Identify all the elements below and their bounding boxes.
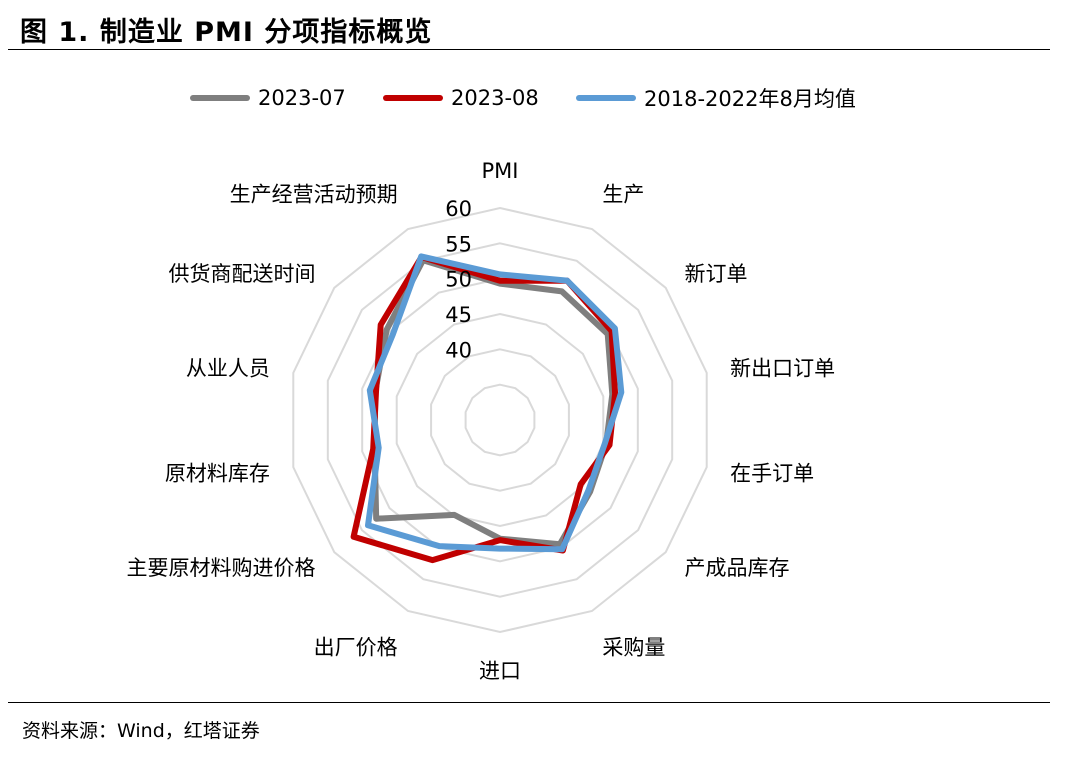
legend-swatch-5yr-average <box>576 95 636 101</box>
axis-label-12: 供货商配送时间 <box>169 262 316 286</box>
axis-label-3: 新出口订单 <box>730 357 835 381</box>
axis-label-6: 采购量 <box>602 636 665 660</box>
grid-ring-60 <box>292 206 708 634</box>
tick-label-55: 55 <box>445 232 472 256</box>
tick-label-60: 60 <box>445 197 472 221</box>
axis-label-4: 在手订单 <box>730 462 814 486</box>
grid-ring-55 <box>326 242 674 598</box>
radar-tick-labels: 40 45 50 55 60 <box>445 197 472 362</box>
legend-item-5yr-average: 2018-2022年8月均值 <box>576 83 856 113</box>
legend-label-2023-08: 2023-08 <box>451 86 539 110</box>
chart-legend: 2023-07 2023-08 2018-2022年8月均值 <box>0 83 1080 113</box>
page-title: 图 1. 制造业 PMI 分项指标概览 <box>20 17 433 48</box>
tick-label-50: 50 <box>445 268 472 292</box>
axis-label-2: 新订单 <box>685 262 748 286</box>
axis-label-5: 产成品库存 <box>685 556 790 580</box>
header-divider <box>8 49 1050 50</box>
axis-label-9: 主要原材料购进价格 <box>127 556 316 580</box>
axis-label-0: PMI <box>482 159 519 183</box>
grid-ring-35 <box>464 383 536 457</box>
legend-label-5yr-average: 2018-2022年8月均值 <box>644 87 856 111</box>
source-note: 资料来源：Wind，红塔证券 <box>22 720 260 742</box>
legend-swatch-2023-07 <box>190 95 250 101</box>
tick-label-40: 40 <box>445 338 472 362</box>
series-line-1 <box>350 254 619 564</box>
axis-label-10: 原材料库存 <box>165 462 270 486</box>
footer-divider <box>8 702 1050 703</box>
legend-item-2023-08: 2023-08 <box>383 83 539 113</box>
legend-item-2023-07: 2023-07 <box>190 83 346 113</box>
series-line-2 <box>365 253 625 553</box>
axis-label-1: 生产 <box>602 182 644 206</box>
grid-ring-40 <box>430 348 570 492</box>
axis-label-13: 生产经营活动预期 <box>230 182 398 206</box>
legend-label-2023-07: 2023-07 <box>258 86 346 110</box>
radar-series-layer <box>350 253 625 564</box>
axis-label-7: 进口 <box>479 659 521 683</box>
axis-label-8: 出厂价格 <box>314 636 398 660</box>
tick-label-45: 45 <box>445 303 472 327</box>
grid-ring-45 <box>395 312 605 528</box>
axis-label-11: 从业人员 <box>186 357 270 381</box>
legend-swatch-2023-08 <box>383 95 443 101</box>
